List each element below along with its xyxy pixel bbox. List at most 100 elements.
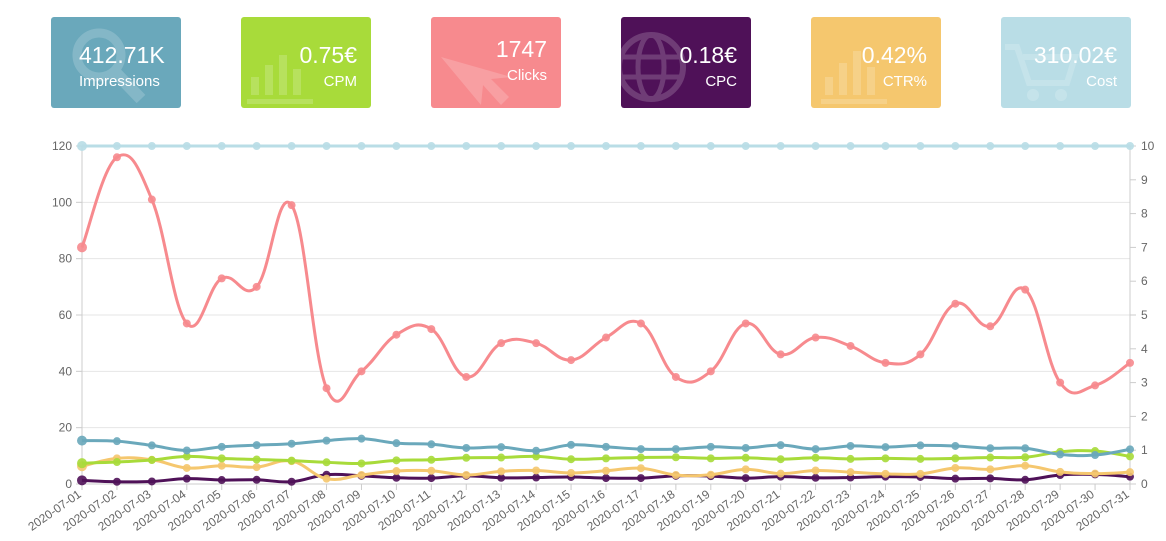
ctr-card[interactable]: 0.42% CTR%	[811, 17, 941, 108]
data-point	[427, 474, 436, 483]
data-point	[986, 142, 995, 150]
data-point	[1126, 445, 1134, 454]
clicks-card[interactable]: 1747 Clicks	[431, 17, 561, 108]
data-point	[881, 358, 890, 367]
data-point	[916, 142, 925, 150]
data-point	[1021, 475, 1030, 484]
data-point	[182, 446, 191, 455]
data-point	[846, 341, 855, 350]
data-point	[567, 440, 576, 449]
data-point	[1091, 450, 1100, 459]
data-point	[567, 142, 576, 150]
data-point	[776, 350, 785, 359]
data-point	[112, 437, 121, 446]
data-point	[916, 441, 925, 450]
data-point	[776, 455, 785, 464]
data-point	[951, 441, 960, 450]
data-point	[811, 473, 820, 482]
data-point	[112, 458, 121, 467]
data-point	[811, 453, 820, 462]
data-point	[1091, 381, 1100, 390]
data-point	[392, 473, 401, 482]
data-point	[217, 442, 226, 451]
data-point	[497, 473, 506, 482]
data-point	[357, 142, 366, 150]
cost-label: Cost	[1086, 73, 1117, 90]
data-point	[357, 459, 366, 468]
data-point	[1021, 444, 1030, 453]
data-point	[182, 142, 191, 150]
data-point	[147, 456, 156, 465]
data-point	[671, 453, 680, 462]
y-right-tick-label: 8	[1141, 207, 1148, 221]
y-right-tick-label: 6	[1141, 274, 1148, 288]
cpc-card[interactable]: 0.18€ CPC	[621, 17, 751, 108]
data-point	[741, 453, 750, 462]
cost-value: 310.02€	[1033, 42, 1117, 68]
data-point	[1126, 452, 1134, 461]
data-point	[741, 474, 750, 483]
data-point	[706, 367, 715, 376]
y-right-tick-label: 0	[1141, 477, 1148, 491]
data-point	[636, 464, 645, 473]
data-point	[951, 142, 960, 150]
impressions-label: Impressions	[79, 73, 160, 90]
data-point	[846, 142, 855, 150]
data-point	[112, 142, 121, 150]
bar-chart-icon	[247, 55, 313, 104]
data-point	[1056, 450, 1065, 459]
data-point	[881, 142, 890, 150]
y-right-tick-label: 10	[1141, 139, 1155, 153]
data-point	[77, 475, 87, 486]
data-point	[462, 470, 471, 479]
data-point	[1126, 358, 1134, 367]
data-point	[846, 454, 855, 463]
data-point	[776, 441, 785, 450]
data-point	[287, 439, 296, 448]
kpi-cards: 412.71K Impressions 0.75€ CPM 1747 Click…	[0, 0, 1166, 120]
data-point	[636, 319, 645, 328]
data-point	[1021, 461, 1030, 470]
data-point	[671, 445, 680, 454]
impressions-card[interactable]: 412.71K Impressions	[51, 17, 181, 108]
data-point	[776, 142, 785, 150]
data-point	[951, 454, 960, 463]
data-point	[497, 339, 506, 348]
data-point	[357, 470, 366, 479]
data-point	[252, 463, 261, 472]
cost-card[interactable]: 310.02€ Cost	[1001, 17, 1131, 108]
data-point	[497, 453, 506, 462]
impressions-value: 412.71K	[79, 42, 165, 68]
data-point	[322, 436, 331, 445]
data-point	[567, 469, 576, 478]
y-right-tick-label: 2	[1141, 409, 1148, 423]
data-point	[322, 142, 331, 150]
y-right-tick-label: 5	[1141, 308, 1148, 322]
data-point	[811, 142, 820, 150]
data-point	[182, 463, 191, 472]
cpm-card[interactable]: 0.75€ CPM	[241, 17, 371, 108]
data-point	[916, 469, 925, 478]
cursor-icon	[441, 57, 511, 105]
data-point	[1021, 285, 1030, 294]
data-point	[916, 350, 925, 359]
y-right-tick-label: 9	[1141, 173, 1148, 187]
data-point	[462, 372, 471, 381]
data-point	[636, 445, 645, 454]
cpm-label: CPM	[323, 73, 357, 90]
data-point	[147, 441, 156, 450]
data-point	[1056, 378, 1065, 387]
data-point	[322, 474, 331, 483]
data-point	[427, 325, 436, 334]
data-point	[1091, 469, 1100, 478]
data-point	[147, 142, 156, 150]
data-point	[986, 453, 995, 462]
data-point	[776, 469, 785, 478]
search-icon	[72, 28, 146, 104]
data-point	[182, 319, 191, 328]
data-point	[77, 458, 87, 469]
data-point	[1021, 142, 1030, 150]
ctr-value: 0.42%	[861, 42, 927, 68]
data-point	[671, 470, 680, 479]
data-point	[427, 455, 436, 464]
